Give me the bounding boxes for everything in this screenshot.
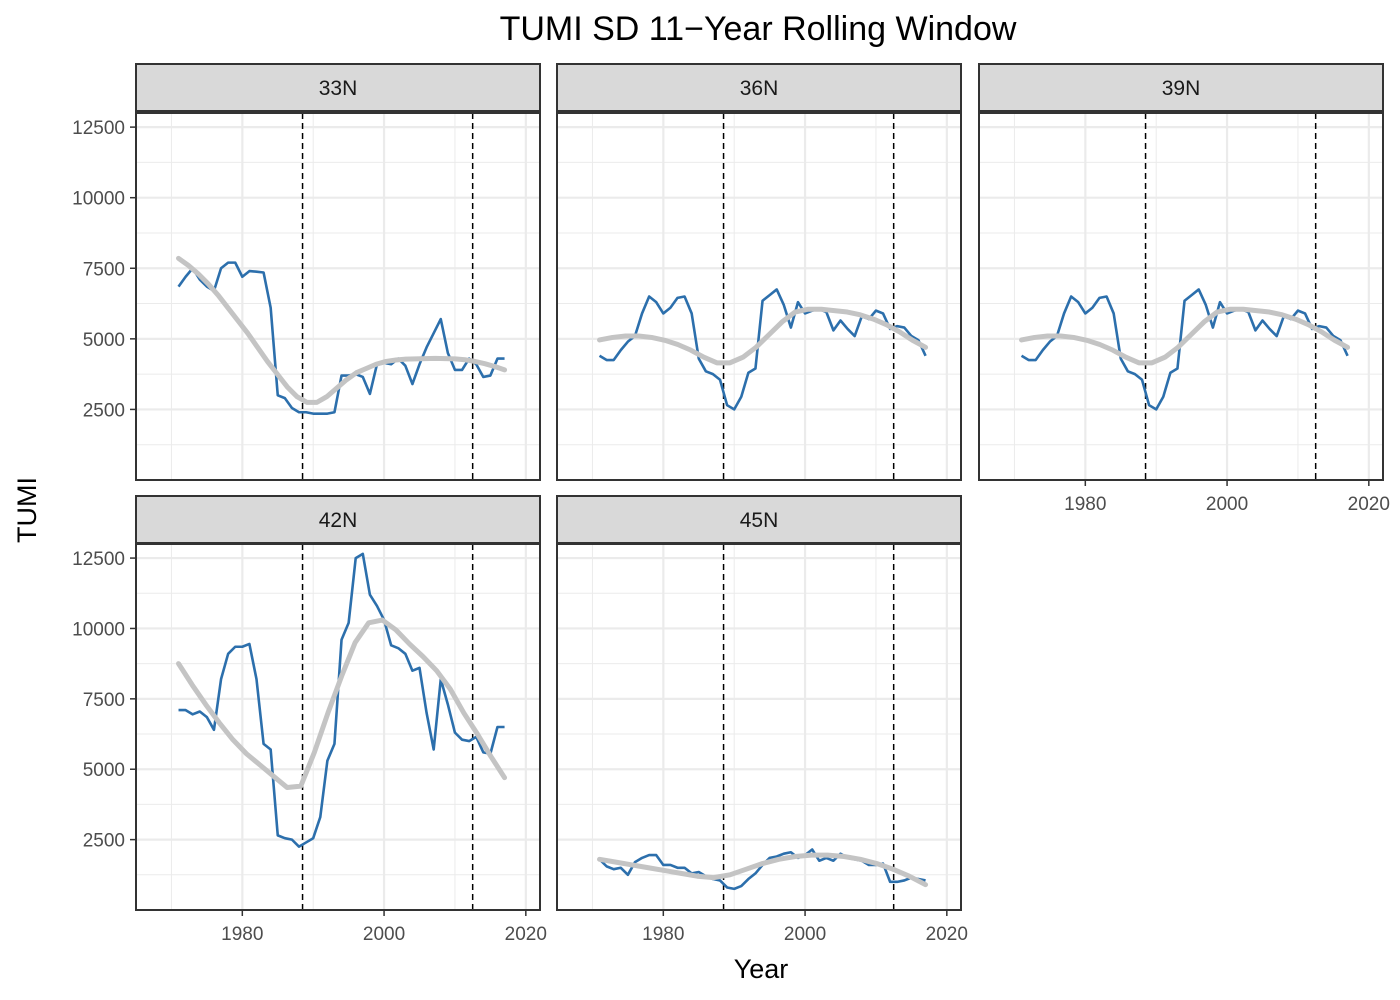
facet-panel-39N: 39N 1980 2000 2020: [978, 63, 1390, 515]
y-tick-label: 12500: [72, 118, 125, 139]
y-tick-label: 10000: [72, 619, 125, 640]
smooth-line-42N: [176, 617, 508, 791]
y-tick-label: 5000: [83, 760, 125, 781]
facet-panels: 33N 2500 5000 7500 10000 12500 36N 39N 1980 2000 2…: [72, 63, 1390, 945]
facet-strip: [556, 495, 962, 544]
facet-strip-label: 33N: [319, 77, 358, 100]
facet-panel-36N: 36N: [556, 63, 962, 481]
panel-frame: [556, 112, 962, 481]
x-tick-label: 1980: [642, 924, 684, 945]
facet-strip-label: 42N: [319, 509, 358, 532]
y-tick-label: 7500: [83, 259, 125, 280]
plot-background: [557, 544, 961, 910]
y-tick-label: 2500: [83, 831, 125, 852]
facet-panel-33N: 33N 2500 5000 7500 10000 12500: [72, 63, 541, 481]
smooth-line-36N: [597, 306, 929, 366]
x-tick-label: 2000: [784, 924, 826, 945]
smooth-line-33N: [176, 255, 508, 405]
facet-strip: [135, 495, 541, 544]
plot-background: [136, 544, 540, 910]
x-tick-label: 2020: [926, 924, 968, 945]
facet-strip: [135, 63, 541, 112]
y-tick-label: 2500: [83, 400, 125, 421]
facet-strip: [556, 63, 962, 112]
y-tick-label: 12500: [72, 549, 125, 570]
x-tick-label: 1980: [1064, 494, 1106, 515]
x-tick-label: 2000: [363, 924, 405, 945]
smooth-line-39N: [1019, 306, 1351, 366]
x-tick-label: 2020: [1348, 494, 1390, 515]
y-tick-label: 10000: [72, 189, 125, 210]
x-tick-label: 2020: [505, 924, 547, 945]
x-axis-title: Year: [734, 954, 789, 984]
facet-strip-label: 45N: [740, 509, 779, 532]
x-tick-label: 2000: [1206, 494, 1248, 515]
y-tick-label: 5000: [83, 330, 125, 351]
facet-strip-label: 36N: [740, 77, 779, 100]
smooth-line-45N: [597, 852, 929, 888]
facet-strip-label: 39N: [1162, 77, 1201, 100]
panel-frame: [556, 543, 962, 911]
facet-panel-45N: 45N 1980 2000 2020: [556, 495, 968, 945]
facet-panel-42N: 42N 2500 5000 7500 10000 12500 1980 2000 2020: [72, 495, 547, 945]
plot-background: [136, 113, 540, 480]
y-tick-label: 7500: [83, 690, 125, 711]
chart-title: TUMI SD 11−Year Rolling Window: [500, 10, 1017, 48]
panel-frame: [135, 112, 541, 481]
series-line-42N: [178, 552, 505, 848]
panel-frame: [978, 112, 1384, 481]
x-tick-label: 1980: [221, 924, 263, 945]
panel-frame: [135, 543, 541, 911]
plot-background: [979, 113, 1383, 480]
facet-strip: [978, 63, 1384, 112]
y-axis-title: TUMI: [12, 477, 42, 543]
plot-background: [557, 113, 961, 480]
